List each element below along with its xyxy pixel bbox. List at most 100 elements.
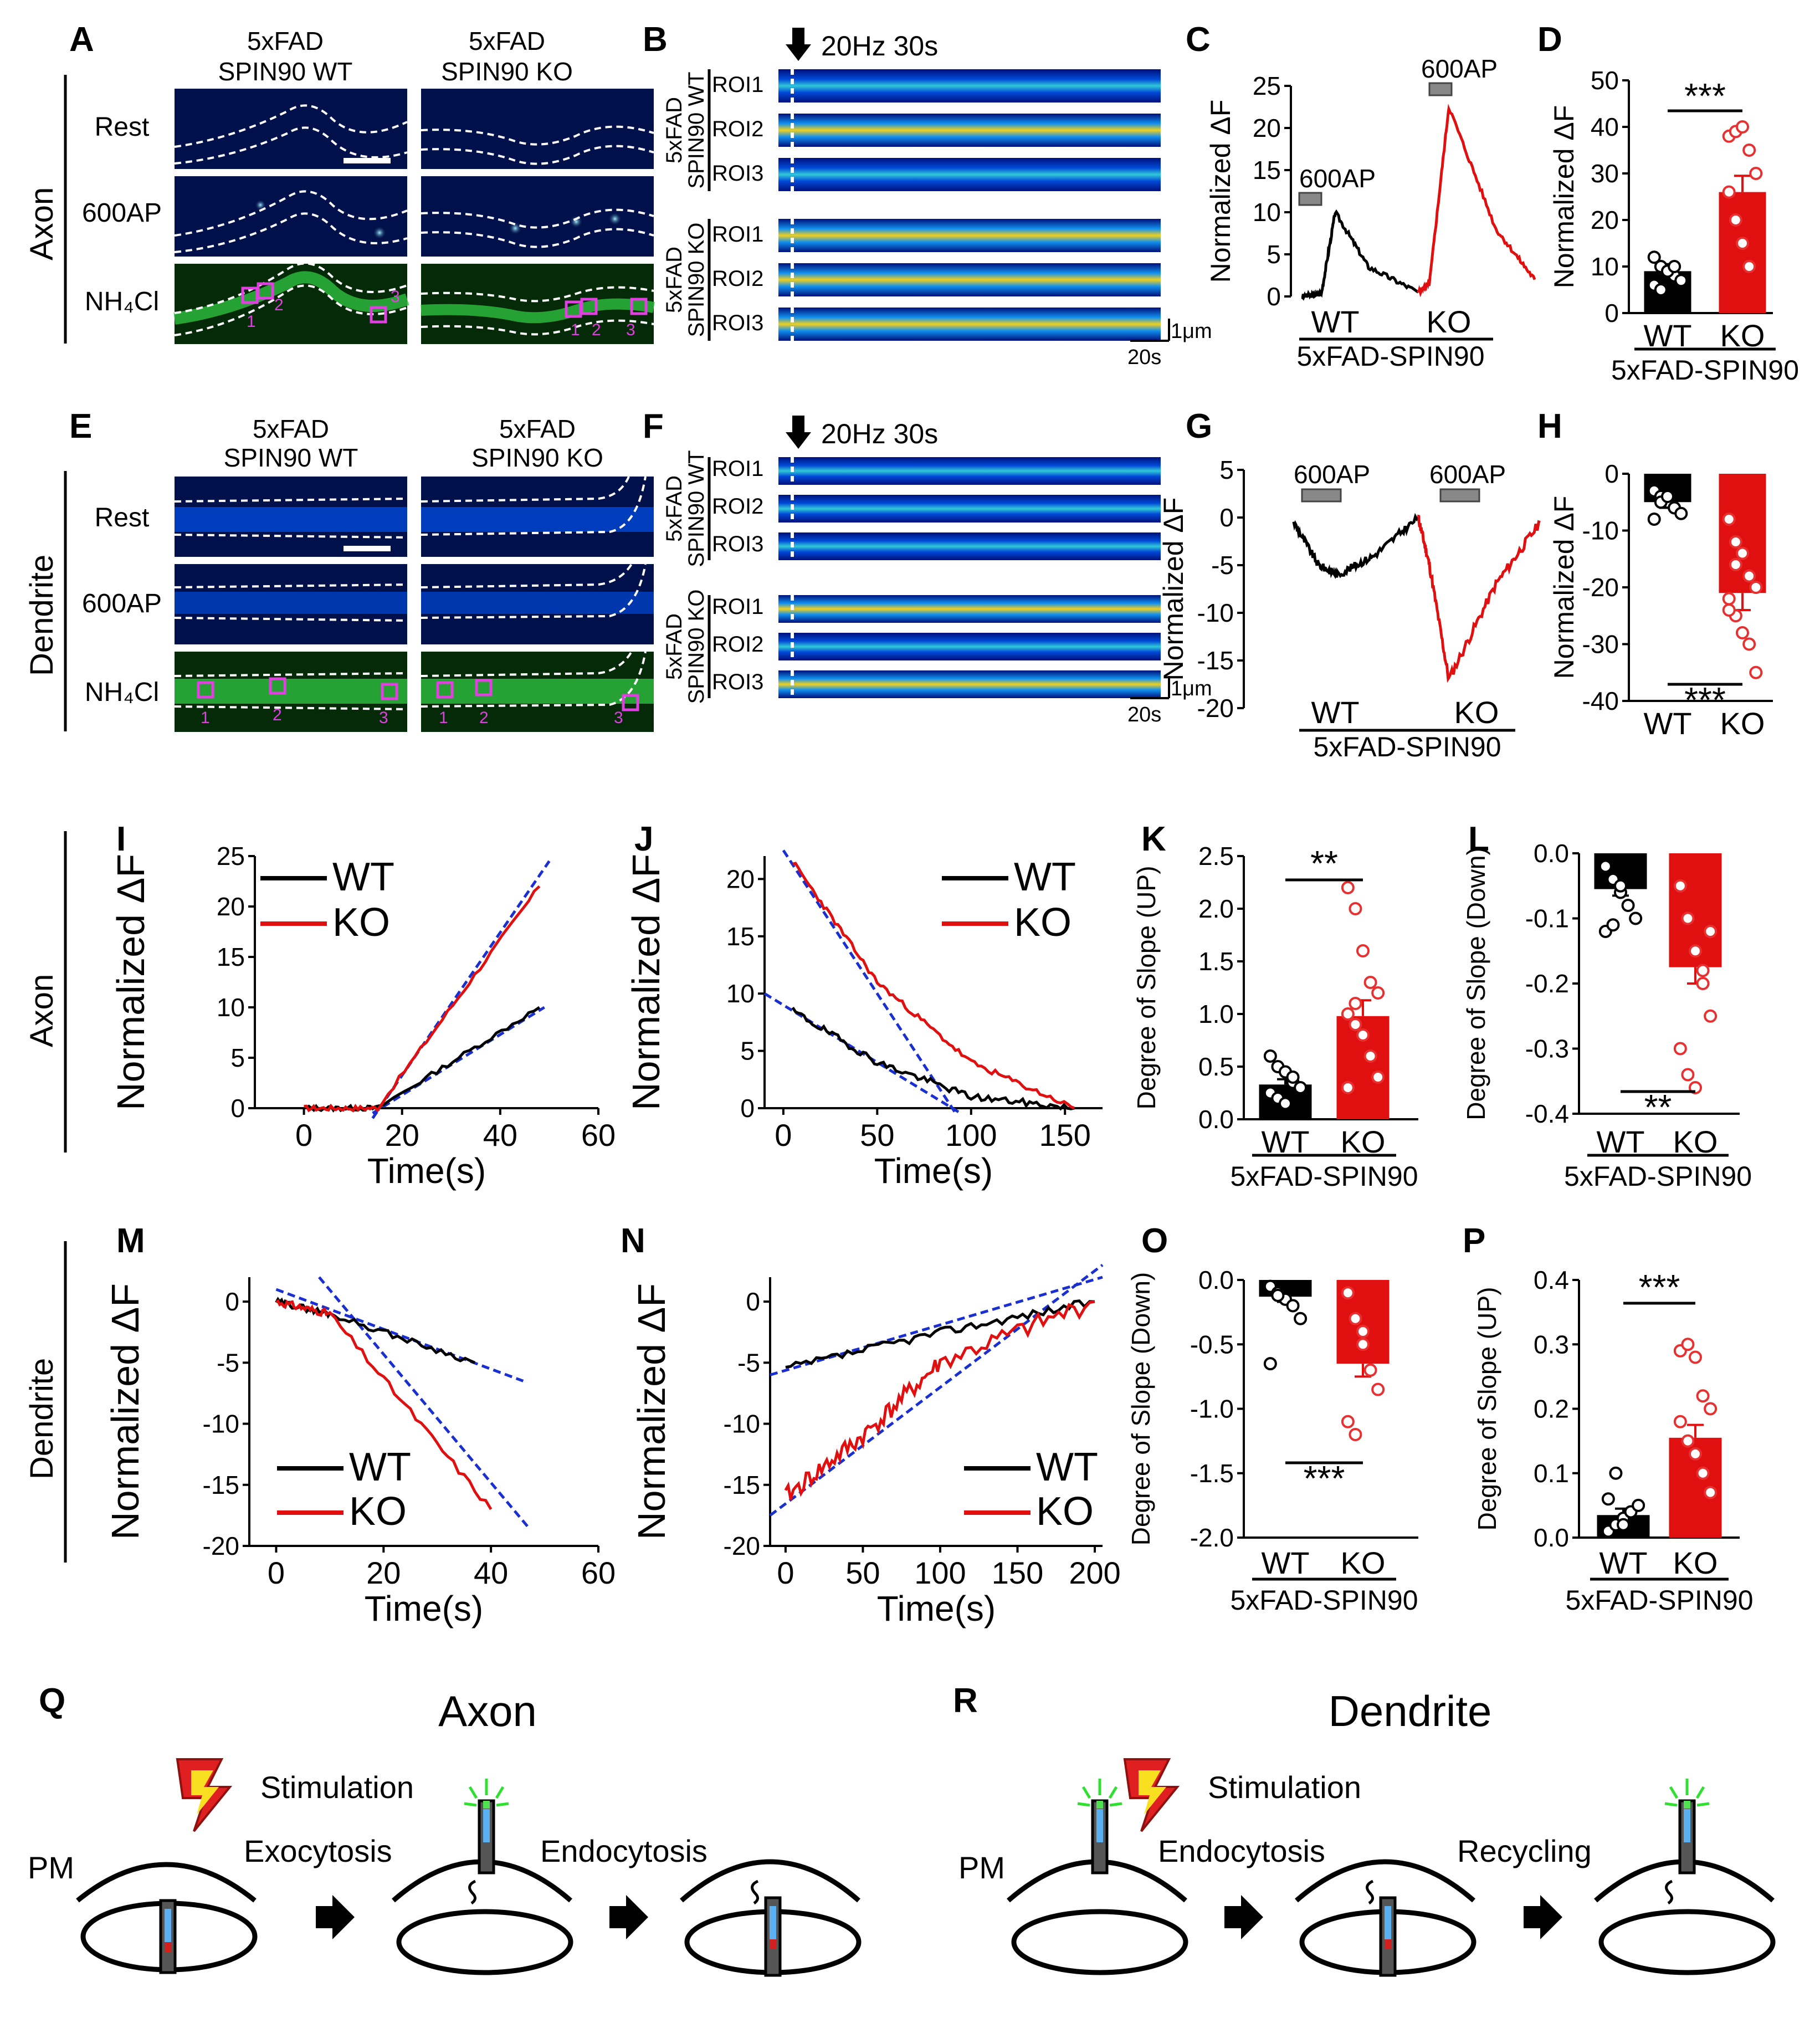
D-point-ko [1729,213,1742,227]
H-point-wt [1661,490,1674,503]
L-point-ko [1696,964,1710,977]
panel-a-micrographs: 5xFAD SPIN90 WT 5xFAD SPIN90 KO Rest 600… [82,27,655,344]
legend-ko-label: KO [349,1489,407,1534]
J-y-label: Normalized ΔF [624,854,668,1110]
kymo-f-scale-x-label: 20s [1127,703,1161,726]
legend-ko-label: KO [1036,1489,1094,1534]
panel-letter-m: M [116,1222,145,1260]
I-fit-ko [371,860,551,1119]
e-wt-roi-box-2 [269,677,286,695]
J-y-tick-label: 15 [726,922,755,951]
a-wt-roi-box-2 [257,282,274,300]
row-label-axon-mid: Axon [24,974,60,1047]
I-x-tick-label: 60 [581,1118,616,1153]
e-ko-roi-box-3 [622,694,639,711]
H-point-ko [1729,558,1742,571]
M-x-label: Time(s) [365,1589,483,1628]
O-point-ko [1349,1428,1362,1441]
e-header-wt-line2: SPIN90 WT [224,443,358,472]
D-sig-stars: *** [1684,76,1726,116]
C-y-tick-label: 25 [1253,71,1281,100]
H-cat-label-wt: WT [1643,706,1691,741]
kymo-f-group-line1: 5xFAD [662,613,686,680]
e-ko-roi-3: 3 [614,709,623,727]
q-stimulation: Stimulation [260,1770,414,1805]
row-labels: Axon Dendrite Axon Dendrite [24,75,67,1563]
P-point-wt [1632,1498,1645,1512]
N-x-tick-label: 100 [914,1555,966,1590]
G-annotation-ko: 600AP [1429,460,1506,489]
I-y-label: Normalized ΔF [109,854,152,1110]
legend-wt-label: WT [1036,1445,1098,1489]
kymo-b-roi-label: ROI3 [712,311,763,335]
legend-wt-label: WT [349,1445,411,1489]
e-wt-roi-box-1 [197,681,214,699]
e-header-wt-line1: 5xFAD [253,414,329,443]
r-glow-icon-2 [1664,1779,1710,1807]
K-point-ko [1356,1028,1370,1042]
kymo-f-kymo-row [778,532,1161,560]
panel-letter-k: K [1141,820,1166,858]
N-trace-ko [784,1300,1095,1500]
P-point-ko [1696,1466,1710,1480]
kymo-f-group-line2: SPIN90 WT [684,450,709,567]
K-point-ko [1341,881,1355,894]
G-y-tick-label: 5 [1219,455,1234,484]
kymo-f-roi-label: ROI1 [712,457,763,481]
kymo-f-roi-label: ROI2 [712,494,763,519]
panel-letter-b: B [643,21,668,59]
kymo-f-roi-label: ROI1 [712,595,763,619]
L-point-wt [1621,899,1635,912]
a-ko-roi-box-3 [630,298,648,315]
K-point-ko [1363,976,1377,989]
C-stim-bar-wt [1298,192,1322,206]
D-point-ko [1736,237,1749,250]
O-point-ko [1356,1325,1370,1338]
O-y-tick-label: -2.0 [1190,1523,1234,1552]
kymo-b-stimulus: 20Hz 30s [821,30,938,62]
panel-letter-f: F [643,407,664,445]
L-group-label: 5xFAD-SPIN90 [1564,1161,1752,1192]
P-y-tick-label: 0.3 [1534,1330,1569,1359]
I-y-tick-label: 10 [217,993,245,1022]
K-point-ko [1356,944,1370,957]
e-ko-roi-1: 1 [439,709,448,727]
N-y-tick-label: -20 [724,1532,760,1560]
G-y-label: Normalized ΔF [1158,498,1189,681]
L-y-tick-label: -0.2 [1525,969,1569,998]
K-point-wt [1263,1049,1277,1063]
P-y-tick-label: 0.4 [1534,1266,1569,1294]
P-y-tick-label: 0.0 [1534,1523,1569,1552]
chart-n: 0 -5 -10 -15 -20 0 50 100 150 200 Normalized ΔF Tim… [630,1263,1121,1628]
M-x-tick-label: 60 [581,1555,616,1590]
O-point-ko [1371,1382,1385,1396]
O-y-tick-label: -1.0 [1190,1395,1234,1423]
kymo-b-roi-label: ROI3 [712,161,763,186]
C-y-tick-label: 5 [1267,240,1281,269]
N-x-tick-label: 150 [992,1555,1043,1590]
K-point-ko [1349,997,1362,1010]
O-point-ko [1341,1415,1355,1428]
a-ko-rest-image [421,89,654,169]
row-label-dendrite-top: Dendrite [24,555,60,676]
kymo-b-arrow-icon [786,28,811,61]
q-title: Axon [438,1687,537,1735]
kymo-b-group-line1: 5xFAD [662,97,686,163]
q-step-exocytosis: Exocytosis [244,1833,392,1868]
panel-letter-h: H [1537,407,1562,445]
G-annotation-wt: 600AP [1294,460,1370,489]
C-y-tick-label: 10 [1253,198,1281,227]
K-point-ko [1371,986,1385,1000]
kymo-b-roi-label: ROI1 [712,73,763,97]
O-point-wt [1263,1357,1277,1371]
q-lightning-icon [176,1758,233,1832]
H-point-ko [1722,592,1736,606]
r-arrow-icon-2 [1524,1895,1562,1939]
P-point-ko [1689,1350,1702,1364]
P-point-ko [1673,1415,1687,1428]
legend-wt-label: WT [1014,855,1076,899]
D-group-label: 5xFAD-SPIN90 [1611,355,1799,386]
G-trace-wt [1292,513,1419,580]
I-y-tick-label: 20 [217,892,245,921]
G-label-ko: KO [1454,695,1499,730]
